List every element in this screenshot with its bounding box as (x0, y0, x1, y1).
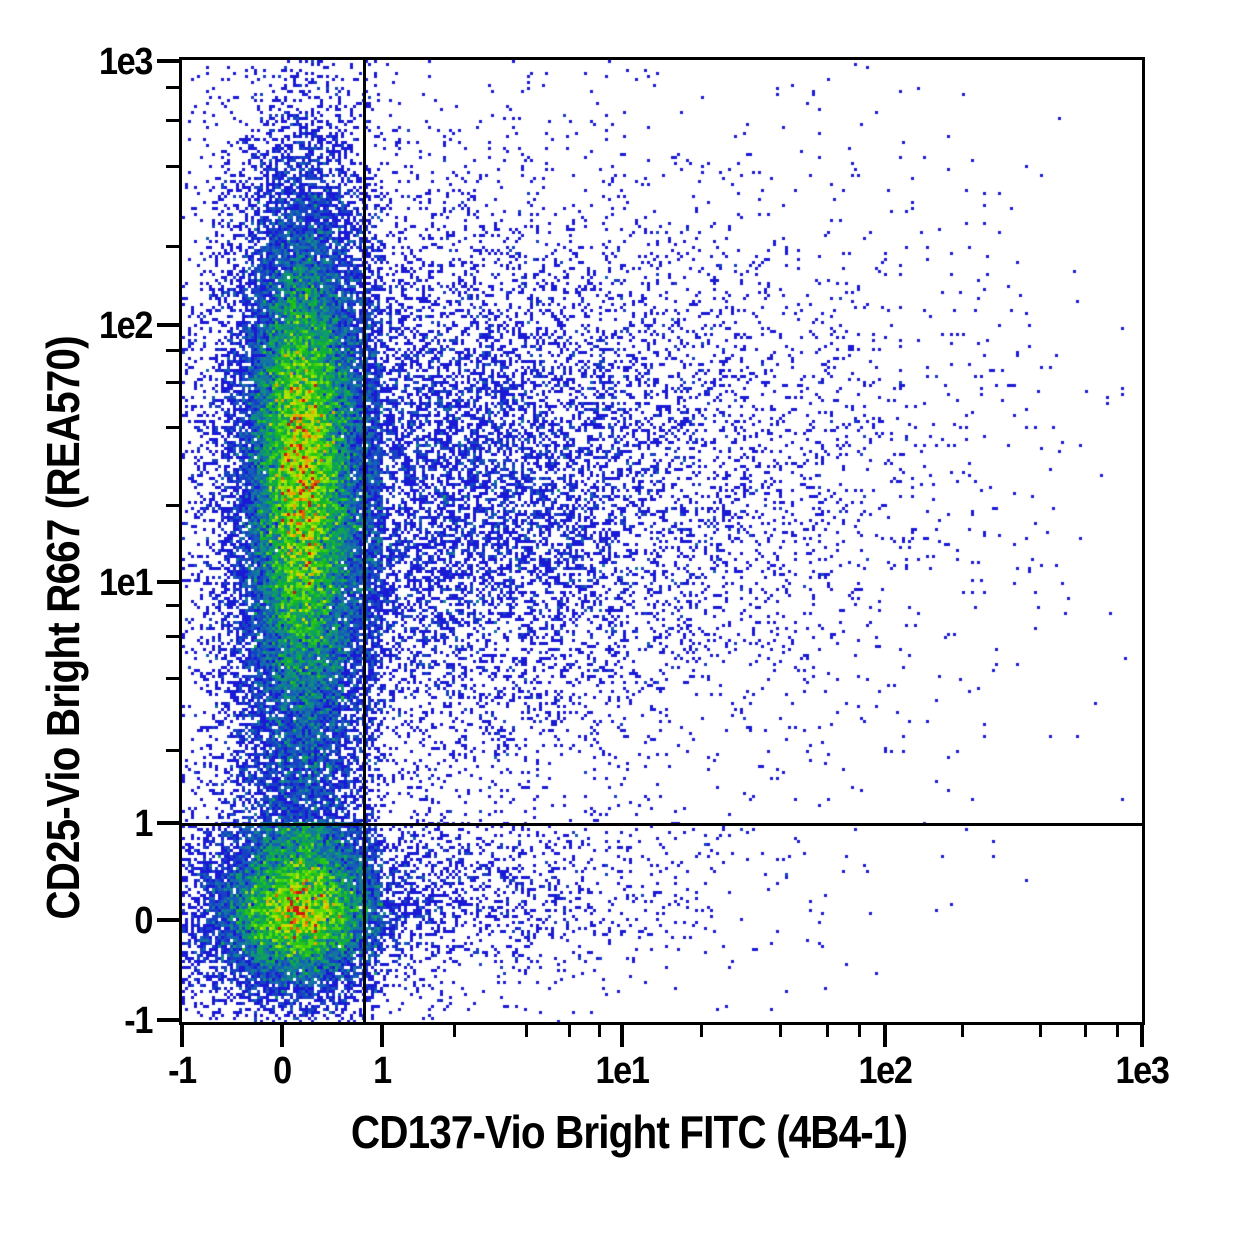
y-axis-minor-tick (166, 165, 179, 168)
y-axis-major-tick (157, 59, 179, 63)
y-axis-minor-tick (166, 349, 179, 352)
y-axis-major-tick (157, 1018, 179, 1022)
x-tick-label: 1e1 (595, 1050, 649, 1092)
x-axis-title: CD137-Vio Bright FITC (4B4-1) (350, 1106, 908, 1158)
y-axis-major-tick (157, 323, 179, 327)
x-axis-major-tick (620, 1025, 624, 1047)
y-tick-label: 1 (134, 803, 153, 845)
x-axis-minor-tick (961, 1025, 964, 1037)
x-axis-minor-tick (826, 1025, 829, 1037)
y-tick-label: 1e2 (98, 305, 153, 347)
y-axis-minor-tick (166, 635, 179, 638)
y-axis-minor-tick (166, 86, 179, 89)
y-axis-major-tick (157, 580, 179, 584)
x-axis-major-tick (280, 1025, 284, 1047)
y-axis-minor-tick (166, 504, 179, 507)
x-tick-label: 1e2 (858, 1050, 912, 1092)
y-axis-minor-tick (166, 604, 179, 607)
y-tick-label: 1e1 (98, 562, 153, 604)
x-tick-label: 1 (373, 1050, 392, 1092)
x-axis-minor-tick (568, 1025, 571, 1037)
quadrant-gate-horizontal-line[interactable] (182, 823, 1142, 826)
y-axis-major-tick (157, 918, 179, 922)
quadrant-gate-vertical-line[interactable] (363, 60, 366, 1022)
y-axis-title: CD25-Vio Bright R667 (REA570) (37, 336, 89, 920)
x-axis-minor-tick (1116, 1025, 1119, 1037)
y-axis-minor-tick (166, 426, 179, 429)
x-tick-label: -1 (168, 1050, 197, 1092)
x-axis-major-tick (180, 1025, 184, 1047)
x-axis-major-tick (1140, 1025, 1144, 1047)
y-axis-minor-tick (166, 381, 179, 384)
density-canvas[interactable] (182, 60, 1142, 1022)
x-axis-minor-tick (1084, 1025, 1087, 1037)
x-axis-minor-tick (598, 1025, 601, 1037)
x-axis-minor-tick (1039, 1025, 1042, 1037)
x-axis-minor-tick (453, 1025, 456, 1037)
y-tick-label: 0 (134, 900, 153, 942)
y-axis-minor-tick (166, 245, 179, 248)
y-axis-major-tick (157, 821, 179, 825)
y-tick-label: 1e3 (98, 41, 153, 83)
y-axis-minor-tick (166, 677, 179, 680)
x-axis-minor-tick (858, 1025, 861, 1037)
y-axis-minor-tick (166, 119, 179, 122)
x-axis-major-tick (380, 1025, 384, 1047)
x-tick-label: 0 (273, 1050, 292, 1092)
x-tick-label: 1e3 (1115, 1050, 1169, 1092)
x-axis-major-tick (883, 1025, 887, 1047)
x-axis-minor-tick (779, 1025, 782, 1037)
y-axis-minor-tick (166, 749, 179, 752)
x-axis-minor-tick (700, 1025, 703, 1037)
x-axis-minor-tick (525, 1025, 528, 1037)
y-tick-label: -1 (124, 1000, 153, 1042)
